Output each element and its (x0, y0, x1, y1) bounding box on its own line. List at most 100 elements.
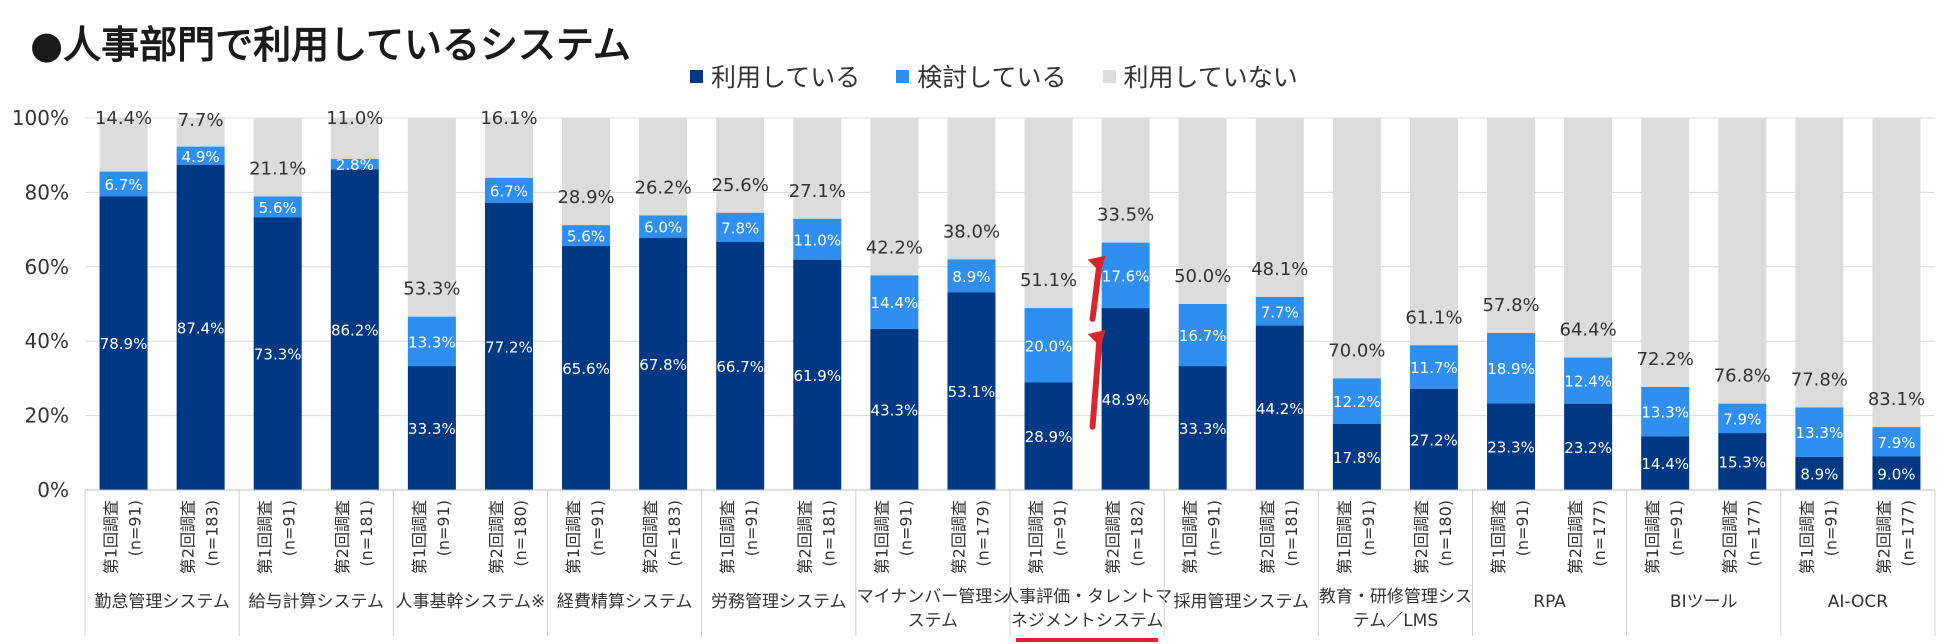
bar-segment-considering (99, 171, 148, 197)
bar-segment-using (1487, 403, 1536, 490)
data-label-not-using: 25.6% (712, 175, 769, 196)
category-label: RPA (1533, 592, 1566, 612)
data-label-using: 61.9% (793, 367, 841, 385)
data-label-using: 33.3% (408, 420, 456, 438)
bar-segment-not-using (1487, 118, 1536, 334)
bar-segment-using (716, 241, 765, 490)
data-label-using: 23.3% (1487, 439, 1535, 457)
x-tick-survey-label: 第2回調査 (333, 500, 352, 574)
bar-segment-considering (1718, 403, 1767, 434)
x-tick-survey-label: 第2回調査 (1720, 500, 1739, 574)
x-tick-survey-label: 第2回調査 (487, 500, 506, 574)
bar-segment-using (1178, 366, 1227, 490)
y-tick-label: 60% (25, 255, 69, 279)
x-tick-n-label: (n=91) (1821, 500, 1840, 556)
legend-item-considering: 検討している (896, 58, 1067, 94)
bar-segment-using (1872, 456, 1921, 490)
data-label-not-using: 28.9% (557, 187, 614, 208)
data-label-using: 53.1% (948, 383, 996, 401)
data-label-considering: 5.6% (567, 228, 605, 246)
bar-segment-considering (639, 215, 688, 238)
legend-swatch-using (690, 69, 703, 83)
bar-segment-using (1101, 308, 1150, 490)
y-tick-label: 40% (25, 329, 69, 353)
bar-segment-using (176, 164, 225, 490)
bar-segment-using (1024, 382, 1073, 490)
data-label-considering: 11.0% (793, 231, 841, 249)
bar-segment-using (253, 217, 302, 490)
bar-segment-using (99, 196, 148, 490)
x-tick-survey-label: 第2回調査 (1566, 500, 1585, 574)
data-label-not-using: 7.7% (178, 110, 224, 131)
data-label-not-using: 27.1% (789, 181, 846, 202)
bar-segment-considering (870, 275, 919, 329)
data-label-considering: 7.7% (1261, 303, 1299, 321)
data-label-using: 48.9% (1102, 391, 1150, 409)
bar-segment-considering (716, 212, 765, 242)
bar-segment-using (407, 366, 456, 490)
x-tick-n-label: (n=91) (1513, 500, 1532, 556)
bar-segment-considering (1255, 296, 1304, 326)
x-tick-survey-label: 第1回調査 (102, 500, 121, 574)
bar-segment-not-using (793, 118, 842, 219)
data-label-not-using: 48.1% (1251, 259, 1308, 280)
x-tick-survey-label: 第1回調査 (1335, 500, 1354, 574)
bar-segment-considering (1178, 304, 1227, 367)
bar-segment-not-using (870, 118, 919, 276)
category-label: 採用管理システム (1174, 592, 1310, 612)
x-tick-n-label: (n=91) (742, 500, 761, 556)
data-label-not-using: 50.0% (1174, 266, 1231, 287)
category-label: 教育・研修管理シス (1319, 587, 1472, 607)
bar-segment-using (330, 169, 379, 490)
data-label-not-using: 61.1% (1405, 307, 1462, 328)
data-label-considering: 13.3% (408, 333, 456, 351)
data-label-using: 28.9% (1025, 428, 1073, 446)
bar-segment-considering (407, 316, 456, 367)
bar-segment-not-using (176, 118, 225, 147)
bar-segment-not-using (639, 118, 688, 216)
category-label: 給与計算システム (249, 592, 385, 612)
category-label: マイナンバー管理シ (857, 587, 1010, 607)
data-label-considering: 13.3% (1641, 404, 1689, 422)
x-tick-survey-label: 第1回調査 (1027, 500, 1046, 574)
y-tick-label: 0% (37, 478, 69, 502)
bar-segment-using (1255, 325, 1304, 490)
data-label-considering: 12.2% (1333, 393, 1381, 411)
bar-segment-using (793, 259, 842, 490)
x-tick-survey-label: 第1回調査 (564, 500, 583, 574)
data-label-not-using: 16.1% (480, 108, 537, 129)
bar-segment-using (1641, 436, 1690, 490)
x-tick-survey-label: 第1回調査 (1797, 500, 1816, 574)
data-label-using: 9.0% (1877, 465, 1915, 483)
bar-segment-not-using (484, 118, 533, 178)
bar-segment-not-using (407, 118, 456, 317)
data-label-using: 43.3% (871, 401, 919, 419)
data-label-using: 14.4% (1641, 455, 1689, 473)
category-label: 労務管理システム (711, 592, 847, 612)
bar-segment-considering (1487, 333, 1536, 404)
data-label-using: 73.3% (254, 346, 302, 364)
data-label-using: 86.2% (331, 322, 379, 340)
bar-segment-using (1795, 456, 1844, 490)
legend-label-using: 利用している (711, 63, 861, 92)
data-label-not-using: 83.1% (1868, 389, 1925, 410)
bar-segment-not-using (330, 118, 379, 159)
legend-swatch-not-using (1102, 69, 1116, 83)
data-label-not-using: 77.8% (1791, 369, 1848, 390)
x-tick-survey-label: 第2回調査 (1258, 500, 1277, 574)
x-tick-n-label: (n=91) (896, 500, 915, 556)
bar-segment-considering (562, 225, 611, 246)
x-tick-survey-label: 第1回調査 (872, 500, 891, 574)
data-label-not-using: 57.8% (1482, 295, 1539, 316)
x-tick-survey-label: 第1回調査 (256, 500, 275, 574)
x-tick-n-label: (n=91) (280, 500, 299, 556)
x-tick-n-label: (n=91) (1205, 500, 1224, 556)
y-tick-label: 100% (12, 106, 69, 130)
bar-segment-not-using (1332, 118, 1381, 379)
legend-label-considering: 検討している (917, 63, 1067, 92)
bar-segment-using (639, 237, 688, 490)
data-label-using: 65.6% (562, 360, 610, 378)
x-tick-survey-label: 第2回調査 (641, 500, 660, 574)
data-label-not-using: 64.4% (1560, 320, 1617, 341)
bar-segment-not-using (1718, 118, 1767, 404)
